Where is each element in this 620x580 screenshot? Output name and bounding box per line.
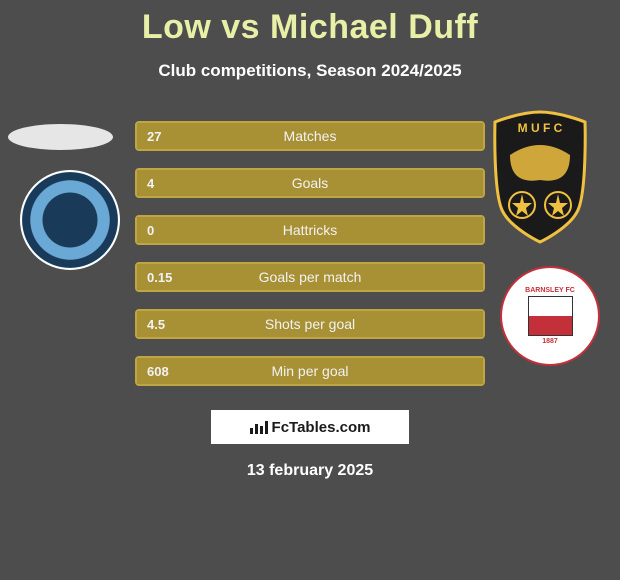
barnsley-top-text: BARNSLEY FC: [525, 287, 575, 294]
wycombe-wanderers-badge-icon: [20, 170, 120, 270]
stat-bar: 4 Goals: [135, 168, 485, 198]
chart-icon: [250, 420, 268, 434]
maidstone-united-badge-icon: M U F C: [490, 110, 590, 244]
barnsley-year: 1887: [525, 338, 575, 345]
barnsley-crest-icon: [528, 296, 573, 336]
fctables-watermark: FcTables.com: [211, 410, 409, 444]
stat-value: 4.5: [147, 317, 165, 332]
stat-value: 4: [147, 176, 154, 191]
stat-value: 0: [147, 223, 154, 238]
stat-label: Min per goal: [271, 363, 348, 379]
stat-bar: 27 Matches: [135, 121, 485, 151]
date-text: 13 february 2025: [0, 462, 620, 480]
svg-text:M U F C: M U F C: [518, 121, 563, 135]
title-vs: vs: [221, 8, 260, 46]
player1-shadow-oval: [8, 124, 113, 150]
comparison-card: Low vs Michael Duff Club competitions, S…: [0, 0, 620, 580]
stat-value: 27: [147, 129, 161, 144]
barnsley-fc-badge-icon: BARNSLEY FC 1887: [500, 266, 600, 366]
stat-label: Goals per match: [259, 269, 362, 285]
stat-label: Shots per goal: [265, 316, 355, 332]
title-player2: Michael Duff: [270, 8, 478, 46]
watermark-text: FcTables.com: [272, 419, 371, 436]
stat-label: Hattricks: [283, 222, 337, 238]
stat-bar: 0 Hattricks: [135, 215, 485, 245]
stat-value: 0.15: [147, 270, 172, 285]
stat-bar: 0.15 Goals per match: [135, 262, 485, 292]
stat-bar: 608 Min per goal: [135, 356, 485, 386]
stat-label: Matches: [284, 128, 337, 144]
stat-value: 608: [147, 364, 169, 379]
page-title: Low vs Michael Duff: [0, 0, 620, 47]
title-player1: Low: [142, 8, 211, 46]
stat-label: Goals: [292, 175, 329, 191]
subtitle: Club competitions, Season 2024/2025: [0, 61, 620, 81]
stat-bar: 4.5 Shots per goal: [135, 309, 485, 339]
